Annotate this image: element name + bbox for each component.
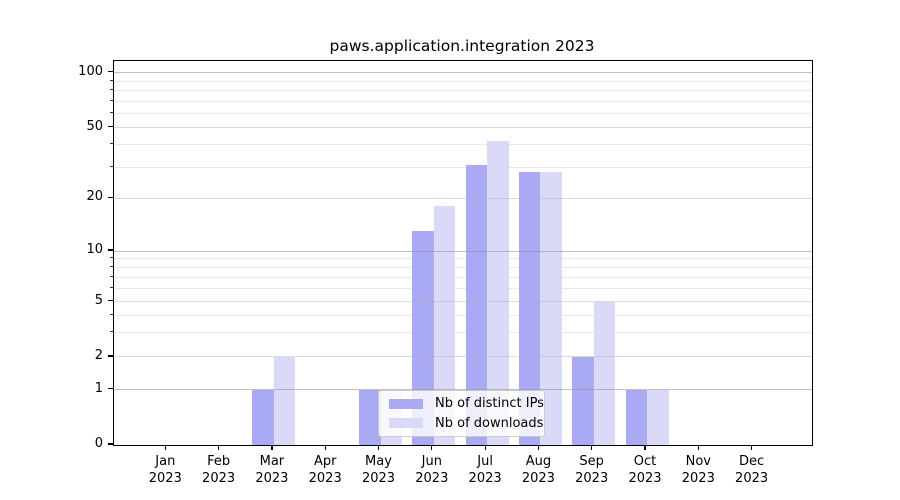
- legend-swatch-distinct-ips-icon: [389, 398, 423, 409]
- legend-item-distinct-ips: Nb of distinct IPs: [389, 395, 544, 413]
- x-tick: [484, 445, 486, 451]
- gridline-minor: [114, 332, 812, 334]
- bar-mar-downloads: [273, 357, 296, 445]
- x-tick-label-jun: Jun 2023: [415, 454, 449, 486]
- bar-may-distinct-ips: [359, 389, 381, 445]
- bar-oct-distinct-ips: [625, 389, 647, 445]
- y-minor-tick: [109, 165, 113, 167]
- y-minor-tick: [109, 265, 113, 267]
- gridline-minor: [114, 266, 812, 268]
- y-minor-tick: [109, 257, 113, 259]
- legend-swatch-downloads-icon: [389, 418, 423, 429]
- y-tick: [108, 71, 113, 73]
- x-tick-label-feb: Feb 2023: [202, 454, 236, 486]
- y-minor-tick: [109, 143, 113, 145]
- legend-label-downloads: Nb of downloads: [435, 415, 544, 431]
- y-tick: [108, 249, 113, 251]
- y-tick: [108, 300, 113, 302]
- x-tick-label-dec: Dec 2023: [735, 454, 769, 486]
- y-tick: [108, 443, 113, 445]
- gridline-minor: [114, 144, 812, 146]
- x-tick: [697, 445, 699, 451]
- y-minor-tick: [109, 275, 113, 277]
- gridline-minor: [114, 80, 812, 82]
- legend-label-distinct-ips: Nb of distinct IPs: [435, 396, 544, 412]
- gridline-minor: [114, 89, 812, 91]
- y-tick: [108, 387, 113, 390]
- chart-title: paws.application.integration 2023: [329, 37, 595, 55]
- bar-sep-distinct-ips: [572, 357, 594, 445]
- plot-area: [113, 60, 813, 446]
- x-tick-label-nov: Nov 2023: [681, 454, 715, 486]
- y-tick-label-50: 50: [86, 118, 103, 134]
- y-tick: [108, 355, 113, 357]
- bar-jul-distinct-ips: [465, 164, 488, 445]
- y-tick-label-10: 10: [86, 242, 103, 257]
- gridline-minor: [114, 166, 812, 168]
- x-tick: [324, 445, 326, 451]
- x-tick: [377, 445, 380, 451]
- legend-item-downloads: Nb of downloads: [389, 414, 543, 432]
- gridline-labeled-minor: [114, 356, 812, 358]
- gridline-minor: [114, 287, 812, 289]
- y-tick-label-0: 0: [94, 436, 103, 451]
- x-tick: [164, 445, 166, 451]
- x-tick: [218, 445, 220, 451]
- gridline-major: [114, 250, 812, 252]
- gridline-minor: [114, 258, 812, 260]
- x-tick: [271, 445, 273, 451]
- bar-aug-distinct-ips: [518, 172, 541, 445]
- legend: Nb of distinct IPs Nb of downloads: [378, 390, 545, 437]
- y-tick-label-5: 5: [94, 292, 103, 308]
- x-tick: [644, 445, 646, 451]
- bar-sep-downloads: [593, 301, 616, 445]
- gridline-major: [114, 72, 812, 74]
- gridline-minor: [114, 100, 812, 102]
- x-tick-label-sep: Sep 2023: [575, 454, 609, 486]
- x-tick-label-may: May 2023: [361, 454, 396, 486]
- y-tick-label-1: 1: [94, 380, 103, 396]
- bar-jul-downloads: [487, 141, 509, 445]
- bar-oct-downloads: [647, 389, 669, 445]
- y-tick-label-20: 20: [86, 189, 103, 205]
- x-tick-label-jan: Jan 2023: [148, 454, 182, 486]
- gridline-labeled-minor: [114, 197, 812, 199]
- y-tick: [108, 196, 113, 198]
- y-minor-tick: [109, 331, 113, 333]
- gridline-minor: [114, 276, 812, 278]
- gridline-minor: [114, 112, 812, 114]
- x-tick: [431, 445, 433, 451]
- y-minor-tick: [109, 313, 113, 315]
- y-tick: [108, 126, 113, 128]
- y-minor-tick: [109, 88, 113, 90]
- gridline-major: [114, 389, 812, 390]
- bar-mar-distinct-ips: [252, 389, 274, 445]
- y-tick-label-100: 100: [78, 63, 103, 79]
- x-tick: [537, 445, 540, 451]
- bar-aug-downloads: [540, 172, 562, 445]
- gridline-labeled-minor: [114, 127, 812, 129]
- x-tick-label-oct: Oct 2023: [628, 454, 662, 486]
- y-minor-tick: [109, 111, 113, 113]
- x-tick-label-jul: Jul 2023: [468, 454, 502, 486]
- y-minor-tick: [109, 99, 113, 101]
- x-tick-label-apr: Apr 2023: [308, 454, 342, 486]
- gridline-labeled-minor: [114, 301, 812, 303]
- x-tick: [751, 445, 753, 451]
- bar-jun-downloads: [433, 206, 456, 445]
- y-tick-label-2: 2: [94, 347, 103, 363]
- x-tick: [591, 445, 593, 451]
- x-tick-label-aug: Aug 2023: [521, 454, 555, 486]
- y-minor-tick: [109, 286, 113, 288]
- gridline-minor: [114, 314, 812, 316]
- x-tick-label-mar: Mar 2023: [255, 454, 289, 486]
- y-minor-tick: [109, 79, 113, 81]
